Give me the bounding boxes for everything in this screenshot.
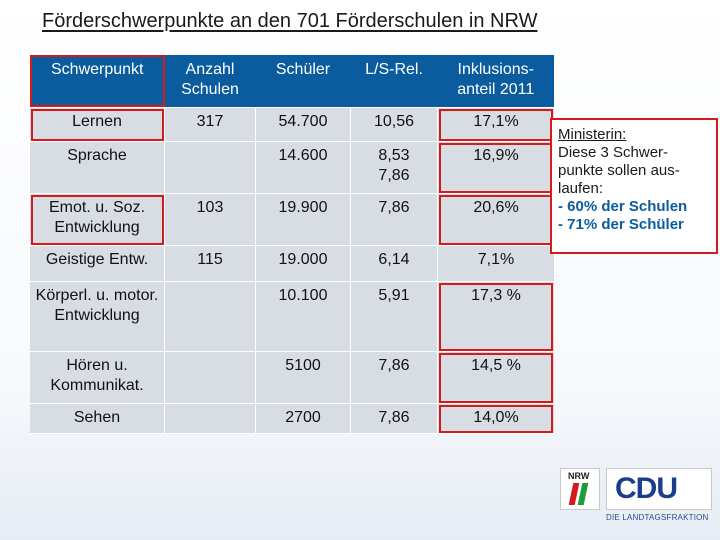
cell-ls-rel: 8,53 7,86 bbox=[350, 141, 438, 194]
cell-anzahl: 115 bbox=[164, 245, 256, 282]
cell-ls-rel: 6,14 bbox=[350, 245, 438, 282]
cell-schwerpunkt: Emot. u. Soz. Entwicklung bbox=[30, 193, 165, 246]
cell-schwerpunkt: Geistige Entw. bbox=[30, 245, 165, 282]
cell-schueler: 14.600 bbox=[255, 141, 351, 194]
cell-anzahl bbox=[164, 351, 256, 404]
note-line: - 60% der Schulen bbox=[558, 198, 688, 215]
table-row: Hören u. Kommunikat. 5100 7,86 14,5 % bbox=[30, 351, 554, 404]
header-ls-rel: L/S-Rel. bbox=[350, 55, 438, 108]
table-row: Sprache 14.600 8,53 7,86 16,9% bbox=[30, 141, 554, 194]
cell-anzahl bbox=[164, 281, 256, 352]
table-row: Körperl. u. motor. Entwicklung 10.100 5,… bbox=[30, 281, 554, 352]
cell-ls-rel: 7,86 bbox=[350, 403, 438, 434]
header-schwerpunkt: Schwerpunkt bbox=[30, 55, 165, 108]
cell-schwerpunkt: Sprache bbox=[30, 141, 165, 194]
table-row: Sehen 2700 7,86 14,0% bbox=[30, 403, 554, 434]
fraktion-label: DIE LANDTAGSFRAKTION bbox=[606, 513, 709, 522]
cell-anzahl bbox=[164, 403, 256, 434]
cell-anzahl: 317 bbox=[164, 107, 256, 142]
cell-schueler: 19.000 bbox=[255, 245, 351, 282]
cell-schwerpunkt: Lernen bbox=[30, 107, 165, 142]
page-title: Förderschwerpunkte an den 701 Förderschu… bbox=[42, 10, 538, 32]
cell-inklusion: 14,5 % bbox=[437, 351, 554, 404]
cdu-logo: NRW CDU DIE LANDTAGSFRAKTION bbox=[560, 468, 712, 524]
cell-schwerpunkt: Hören u. Kommunikat. bbox=[30, 351, 165, 404]
note-line: - 71% der Schüler bbox=[558, 216, 684, 233]
table-row: Lernen 317 54.700 10,56 17,1% bbox=[30, 107, 554, 142]
cell-ls-rel: 10,56 bbox=[350, 107, 438, 142]
cell-inklusion: 17,1% bbox=[437, 107, 554, 142]
cell-schueler: 54.700 bbox=[255, 107, 351, 142]
cell-inklusion: 16,9% bbox=[437, 141, 554, 194]
cell-ls-rel: 7,86 bbox=[350, 193, 438, 246]
cell-anzahl: 103 bbox=[164, 193, 256, 246]
cell-schueler: 10.100 bbox=[255, 281, 351, 352]
cell-inklusion: 17,3 % bbox=[437, 281, 554, 352]
nrw-green-stripe-icon bbox=[577, 483, 589, 505]
cdu-logo-text: CDU bbox=[615, 472, 678, 505]
nrw-logo: NRW bbox=[560, 468, 600, 510]
cell-inklusion: 20,6% bbox=[437, 193, 554, 246]
note-line: Diese 3 Schwer- bbox=[558, 144, 669, 161]
nrw-logo-text: NRW bbox=[568, 471, 590, 481]
header-anzahl-schulen: Anzahl Schulen bbox=[164, 55, 256, 108]
table-row: Emot. u. Soz. Entwicklung 103 19.900 7,8… bbox=[30, 193, 554, 246]
cdu-logo-mark: CDU bbox=[606, 468, 712, 510]
table-row: Geistige Entw. 115 19.000 6,14 7,1% bbox=[30, 245, 554, 282]
cell-ls-rel: 5,91 bbox=[350, 281, 438, 352]
cell-schueler: 2700 bbox=[255, 403, 351, 434]
cell-schwerpunkt: Sehen bbox=[30, 403, 165, 434]
minister-note-box: Ministerin: Diese 3 Schwer- punkte solle… bbox=[550, 118, 718, 254]
data-table-wrapper: Schwerpunkt Anzahl Schulen Schüler L/S-R… bbox=[30, 55, 554, 434]
note-line: laufen: bbox=[558, 180, 604, 197]
note-line: Ministerin: bbox=[558, 126, 627, 143]
cell-inklusion: 14,0% bbox=[437, 403, 554, 434]
cell-schwerpunkt: Körperl. u. motor. Entwicklung bbox=[30, 281, 165, 352]
cell-inklusion: 7,1% bbox=[437, 245, 554, 282]
cell-anzahl bbox=[164, 141, 256, 194]
table-header-row: Schwerpunkt Anzahl Schulen Schüler L/S-R… bbox=[30, 55, 554, 108]
cell-schueler: 19.900 bbox=[255, 193, 351, 246]
header-inklusionsanteil: Inklusions-anteil 2011 bbox=[437, 55, 554, 108]
cell-ls-rel: 7,86 bbox=[350, 351, 438, 404]
note-line: punkte sollen aus- bbox=[558, 162, 680, 179]
header-schueler: Schüler bbox=[255, 55, 351, 108]
cell-schueler: 5100 bbox=[255, 351, 351, 404]
data-table: Schwerpunkt Anzahl Schulen Schüler L/S-R… bbox=[30, 55, 554, 434]
